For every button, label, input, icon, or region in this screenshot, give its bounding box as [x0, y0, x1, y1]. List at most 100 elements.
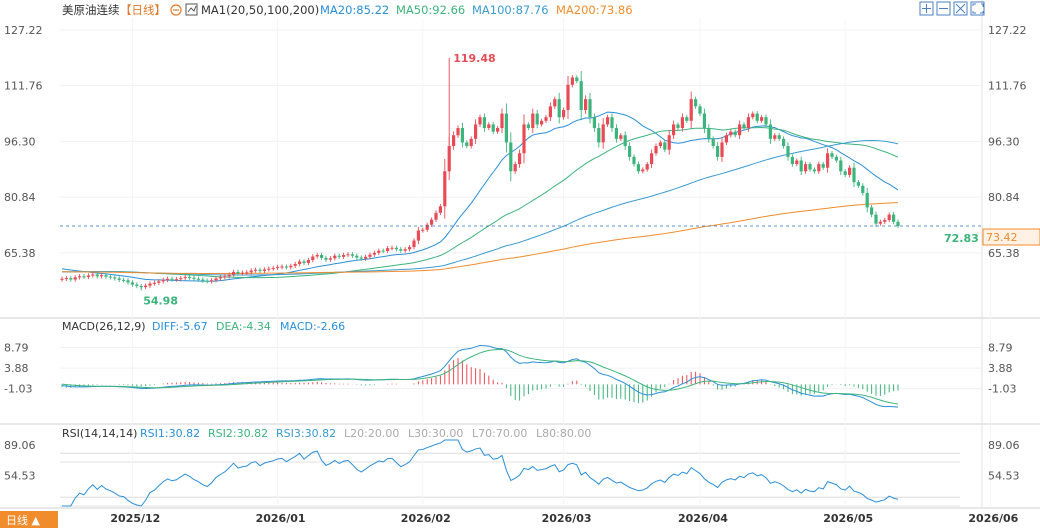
candle-body: [896, 221, 900, 227]
candle-body: [733, 131, 737, 136]
candle-body: [716, 146, 720, 157]
rsi-tick-right: 89.06: [988, 439, 1020, 452]
candle-body: [606, 117, 610, 125]
candle-body: [179, 278, 183, 280]
zoom-out-icon[interactable]: [936, 1, 951, 16]
x-axis-label: 2026/01: [256, 512, 306, 525]
candle-body: [355, 255, 359, 258]
candle-body: [513, 164, 517, 172]
candle-body: [267, 268, 271, 270]
candle-body: [526, 124, 530, 129]
zoom-in-icon[interactable]: [919, 1, 934, 16]
candle-body: [746, 117, 750, 129]
fullscreen-icon[interactable]: [970, 1, 985, 16]
period-label[interactable]: 【日线】: [120, 3, 166, 17]
candle-body: [346, 254, 350, 256]
candle-body: [870, 207, 874, 215]
ma-title: MA1(20,50,100,200): [201, 3, 319, 17]
candle-body: [188, 277, 192, 279]
candle-body: [386, 248, 390, 252]
candle-body: [174, 279, 178, 281]
candle-body: [619, 135, 623, 139]
candle-body: [223, 276, 227, 278]
indicator-toggle-icon[interactable]: [185, 3, 198, 16]
macd-tick-left: 3.88: [4, 362, 29, 375]
candle-body: [298, 261, 302, 265]
candle-body: [698, 106, 702, 114]
dea-line: [61, 348, 899, 405]
period-switch-button[interactable]: 日线 ▲: [0, 511, 58, 528]
candle-body: [130, 282, 134, 285]
ma20-line: [61, 111, 899, 282]
candle-body: [350, 254, 354, 256]
macd-tick-left: -1.03: [4, 383, 32, 396]
candle-body: [641, 169, 645, 172]
candle-body: [685, 117, 689, 121]
candle-body: [614, 128, 618, 139]
candle-body: [192, 277, 196, 279]
price-tick-left: 127.22: [4, 24, 43, 37]
candle-body: [557, 99, 561, 118]
candle-body: [729, 131, 733, 136]
candle-body: [570, 77, 574, 85]
ma50-value: MA50:92.66: [396, 3, 465, 17]
candle-body: [64, 278, 68, 280]
candle-body: [764, 117, 768, 125]
candle-body: [887, 214, 891, 221]
candle-body: [311, 256, 315, 261]
macd-diff: DIFF:-5.67: [152, 320, 208, 333]
candle-body: [293, 264, 297, 266]
candle-body: [196, 278, 200, 280]
candle-body: [438, 206, 442, 213]
candle-body: [249, 270, 253, 273]
fit-icon[interactable]: [953, 1, 968, 16]
candle-body: [337, 255, 341, 257]
candle-body: [782, 138, 786, 147]
candle-body: [262, 269, 266, 271]
candle-body: [628, 146, 632, 157]
rsi3-value: RSI3:30.82: [276, 427, 336, 440]
ma100-line: [61, 140, 899, 276]
candle-body: [73, 277, 77, 280]
candle-body: [276, 266, 280, 268]
candle-body: [302, 261, 306, 263]
candle-body: [403, 249, 407, 251]
candle-body: [601, 124, 605, 143]
x-axis-label: 2026/06: [968, 512, 1018, 525]
candle-body: [826, 153, 830, 168]
candle-body: [522, 124, 526, 154]
macd-axis: 8.79 8.79 3.88 3.88 -1.03 -1.03: [4, 341, 1016, 395]
candle-body: [504, 113, 508, 143]
candle-body: [328, 258, 332, 260]
candle-body: [808, 164, 812, 170]
candle-body: [632, 156, 636, 165]
candle-body: [738, 124, 742, 136]
candle-body: [478, 117, 482, 125]
settings-icon[interactable]: [170, 4, 182, 16]
candle-body: [487, 124, 491, 129]
candle-body: [720, 142, 724, 157]
candle-body: [236, 271, 240, 274]
candle-body: [579, 81, 583, 110]
candle-body: [689, 99, 693, 121]
candle-body: [342, 255, 346, 257]
candle-body: [786, 146, 790, 157]
candle-body: [280, 266, 284, 268]
candle-body: [592, 117, 596, 129]
candle-body: [86, 275, 90, 278]
rsi-tick-left: 54.53: [4, 470, 36, 483]
candle-body: [82, 276, 86, 278]
price-tick-right: 65.38: [988, 247, 1020, 260]
ma100-value: MA100:87.76: [472, 3, 549, 17]
candle-body: [843, 171, 847, 175]
ma200-line: [61, 202, 899, 275]
candle-body: [390, 247, 394, 249]
candle-body: [161, 279, 165, 282]
candle-body: [667, 135, 671, 150]
candle-body: [650, 153, 654, 165]
price-tick-left: 96.30: [4, 135, 36, 148]
candle-body: [672, 124, 676, 136]
candle-body: [777, 135, 781, 139]
candle-body: [60, 278, 64, 280]
